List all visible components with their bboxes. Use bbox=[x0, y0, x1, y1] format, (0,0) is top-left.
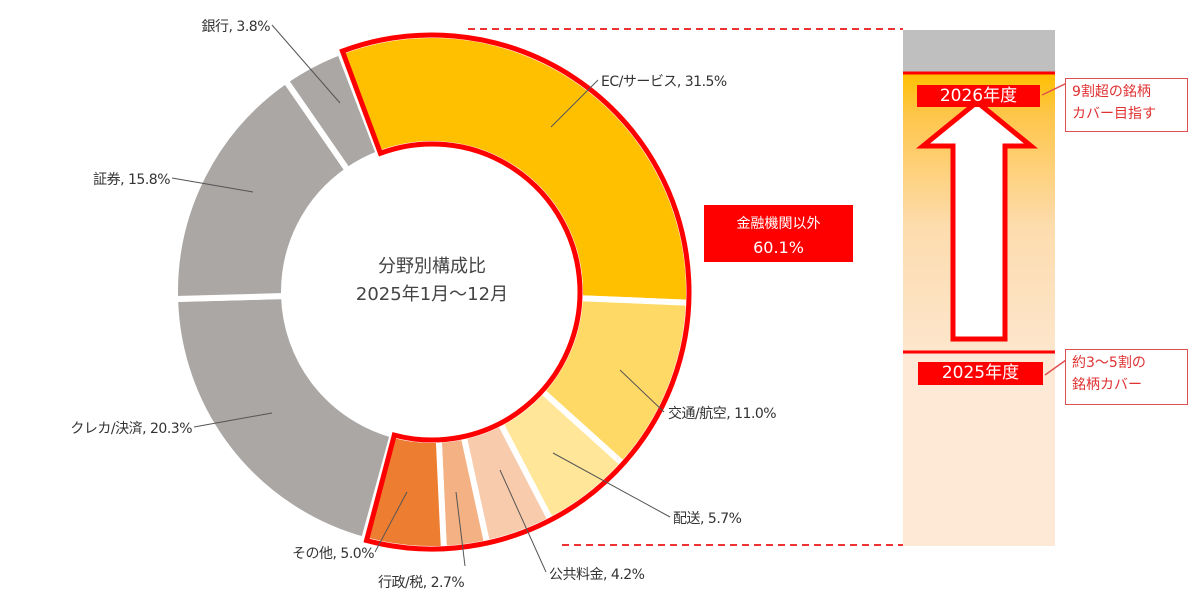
leader-line bbox=[271, 24, 341, 104]
leader-line bbox=[193, 412, 273, 428]
slice-value: 11.0 bbox=[734, 406, 764, 422]
non-financial-label: 金融機関以外 bbox=[736, 216, 821, 232]
non-financial-share-box: 金融機関以外 60.1% bbox=[704, 205, 853, 262]
leader-line bbox=[619, 369, 665, 413]
slice-label-government-tax: 行政/税, 2.7% bbox=[378, 575, 465, 591]
current-note: 約3〜5割の 銘柄カバー bbox=[1065, 349, 1188, 405]
leader-line bbox=[499, 469, 547, 573]
slice-label-credit-payment: クレカ/決済, 20.3% bbox=[70, 421, 192, 437]
year-2026-label: 2026年度 bbox=[917, 85, 1040, 107]
leader-line bbox=[550, 79, 599, 128]
slice-label-bank: 銀行, 3.8% bbox=[201, 19, 271, 35]
slice-label-transport-air: 交通/航空, 11.0% bbox=[668, 406, 777, 422]
leader-line bbox=[171, 177, 254, 193]
donut-slice-7 bbox=[172, 292, 397, 544]
chart-center-subtitle: 2025年1月〜12月 bbox=[355, 284, 509, 305]
leader-line bbox=[374, 491, 408, 553]
up-arrow-icon bbox=[915, 98, 1039, 342]
current-note-line: 銘柄カバー bbox=[1072, 377, 1142, 393]
chart-center-title: 分野別構成比 bbox=[378, 256, 486, 277]
leader-lines bbox=[171, 24, 671, 573]
target-note-line: 9割超の銘柄 bbox=[1072, 84, 1151, 100]
slice-label-other: その他, 5.0% bbox=[292, 546, 374, 562]
non-financial-highlight-outline bbox=[339, 32, 692, 552]
slice-label-utilities: 公共料金, 4.2% bbox=[549, 567, 645, 583]
slice-label-securities: 証券, 15.8% bbox=[93, 172, 170, 188]
coverage-bar-current bbox=[903, 353, 1055, 546]
target-note-line: カバー目指す bbox=[1072, 106, 1156, 122]
year-2025-label: 2025年度 bbox=[918, 362, 1043, 385]
target-note: 9割超の銘柄 カバー目指す bbox=[1065, 78, 1188, 132]
slice-name: 交通/航空 bbox=[668, 406, 727, 422]
callout-pointer-bottom bbox=[1044, 359, 1067, 376]
non-financial-value: 60.1% bbox=[753, 238, 804, 257]
current-note-line: 約3〜5割の bbox=[1072, 355, 1146, 371]
leader-line bbox=[455, 491, 466, 567]
slice-label-ec-service: EC/サービス, 31.5% bbox=[601, 74, 727, 90]
leader-line bbox=[552, 452, 671, 518]
donut-slice-8 bbox=[172, 76, 352, 303]
slice-label-delivery: 配送, 5.7% bbox=[673, 511, 742, 527]
coverage-bar-remainder bbox=[903, 30, 1055, 73]
